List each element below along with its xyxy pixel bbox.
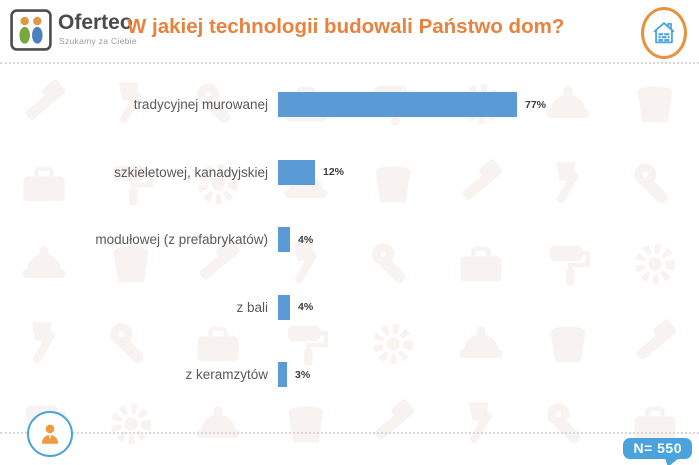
watermark-icon-wrench <box>350 224 437 304</box>
chart-row: szkieletowej, kanadyjskiej 12% <box>0 159 345 185</box>
watermark-icon-wrench <box>524 384 611 464</box>
bar <box>278 227 290 252</box>
header-divider <box>0 62 699 64</box>
watermark-icon-hammer <box>437 144 524 224</box>
value-label: 12% <box>323 166 345 178</box>
watermark-icon-wrench <box>612 144 699 224</box>
watermark-icon-axe <box>524 144 611 224</box>
watermark-icon-helmet <box>524 64 611 144</box>
bar <box>278 362 287 387</box>
watermark-icon-axe <box>0 304 87 384</box>
watermark-icon-gear <box>175 144 262 224</box>
category-label: szkieletowej, kanadyjskiej <box>114 164 268 180</box>
category-label: tradycyjnej murowanej <box>133 97 268 112</box>
watermark-icon-wrench <box>87 304 174 384</box>
watermark-icon-bucket <box>262 384 349 464</box>
watermark-icon-bucket <box>350 144 437 224</box>
brand-name: Oferteo <box>58 11 133 34</box>
watermark-icon-helmet <box>0 224 87 304</box>
category-label: z keramzytów <box>185 367 268 382</box>
watermark-icon-bucket <box>612 64 699 144</box>
watermark-icon-toolbox <box>437 224 524 304</box>
watermark-icon-hammer <box>612 304 699 384</box>
footer-divider <box>0 432 699 434</box>
watermark-icon-gear <box>612 224 699 304</box>
logo-people-icon <box>10 9 52 51</box>
bar <box>278 294 290 320</box>
watermark-icon-paint-roller <box>87 144 174 224</box>
watermark-icon-gear <box>87 384 174 464</box>
bar <box>278 159 315 185</box>
watermark-icon-hammer <box>175 224 262 304</box>
oferteo-logo <box>10 9 52 51</box>
watermark-icon-wrench <box>175 64 262 144</box>
watermark-icon-paint-roller <box>262 304 349 384</box>
person-icon <box>41 424 59 444</box>
watermark-icon-paint-roller <box>524 224 611 304</box>
house-brick-icon <box>653 22 675 44</box>
speech-tail <box>665 458 679 465</box>
watermark-icon-axe <box>87 64 174 144</box>
house-badge <box>641 7 687 59</box>
value-label: 4% <box>298 233 314 246</box>
watermark-icon-gear <box>350 304 437 384</box>
watermark-icon-hammer <box>0 64 87 144</box>
chart-title: W jakiej technologii budowali Państwo do… <box>127 15 565 38</box>
value-label: 77% <box>525 98 547 111</box>
sample-size-badge: N= 550 <box>623 438 692 465</box>
chart-row: z keramzytów 3% <box>0 362 310 387</box>
category-label: modułowej (z prefabrykatów) <box>95 232 268 247</box>
watermark-icon-toolbox <box>0 144 87 224</box>
brand-tagline: Szukamy za Ciebie <box>59 36 137 46</box>
watermark-icon-hammer <box>350 384 437 464</box>
bar <box>278 92 517 117</box>
consumer-badge <box>27 411 73 457</box>
chart-row: z bali 4% <box>0 294 314 320</box>
value-label: 3% <box>295 368 311 381</box>
sample-size-label: N= 550 <box>633 440 682 456</box>
chart-row: modułowej (z prefabrykatów) 4% <box>0 227 313 252</box>
watermark-icon-axe <box>437 384 524 464</box>
watermark-icon-toolbox <box>175 304 262 384</box>
watermark-icon-bucket <box>524 304 611 384</box>
watermark-icon-helmet <box>437 304 524 384</box>
value-label: 4% <box>298 301 314 313</box>
watermark-icon-axe <box>262 224 349 304</box>
watermark-icon-bucket <box>87 224 174 304</box>
watermark-icon-toolbox <box>612 384 699 464</box>
chart-row: tradycyjnej murowanej 77% <box>0 92 546 117</box>
category-label: z bali <box>236 299 268 315</box>
